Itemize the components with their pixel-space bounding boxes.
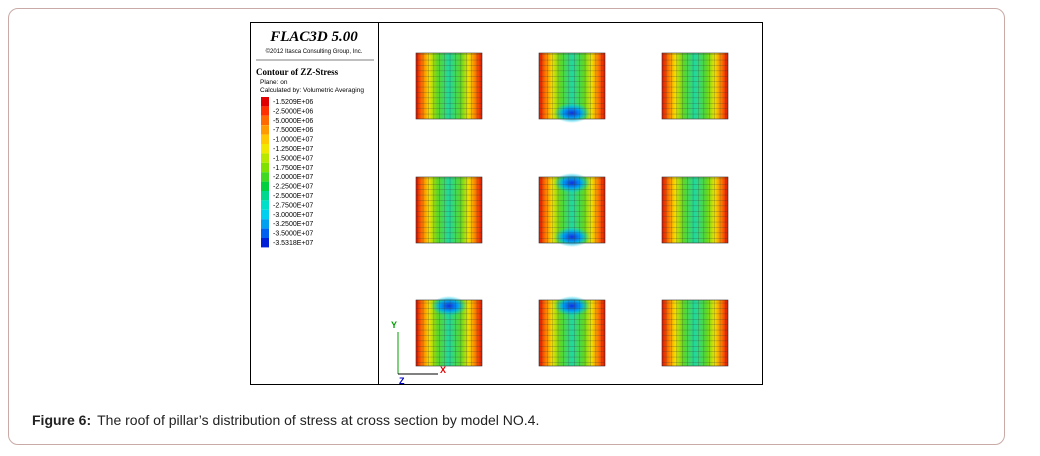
pillar-mesh <box>538 299 606 367</box>
legend-value: -2.0000E+07 <box>273 174 313 181</box>
legend-value: -5.0000E+06 <box>273 118 313 125</box>
legend-value: -2.7500E+07 <box>273 202 313 209</box>
legend-swatch <box>261 125 269 135</box>
legend-value: -2.5000E+07 <box>273 193 313 200</box>
legend-swatch <box>261 172 269 182</box>
pillar-mesh <box>538 176 606 244</box>
pillar <box>415 52 483 120</box>
legend-value: -7.5000E+06 <box>273 127 313 134</box>
pillar-mesh <box>661 52 729 120</box>
legend-swatch <box>261 162 269 173</box>
caption-label: Figure 6: <box>32 412 92 428</box>
legend-swatch <box>261 153 269 163</box>
axis-y-label: Y <box>391 320 397 330</box>
pillar <box>661 176 729 244</box>
legend-swatch <box>261 106 269 116</box>
legend-value: -3.5000E+07 <box>273 231 313 238</box>
legend-swatch <box>261 115 269 126</box>
legend-value: -1.5209E+06 <box>273 99 313 106</box>
pillar <box>538 173 606 247</box>
pillar-mesh <box>415 176 483 244</box>
legend-swatch <box>261 181 269 191</box>
pillar <box>415 296 483 367</box>
software-title: FLAC3D 5.00 <box>269 29 358 45</box>
pillar <box>661 299 729 367</box>
legend-swatch <box>261 228 269 238</box>
legend-value: -1.0000E+07 <box>273 137 313 144</box>
pillar <box>538 52 606 123</box>
legend-value: -3.0000E+07 <box>273 212 313 219</box>
legend-value: -1.7500E+07 <box>273 165 313 172</box>
pillar-mesh <box>661 299 729 367</box>
pillar-mesh <box>415 52 483 120</box>
legend-value: -2.5000E+06 <box>273 108 313 115</box>
legend-swatch <box>261 219 269 229</box>
legend-title: Contour of ZZ-Stress <box>256 67 339 77</box>
legend-value: -1.5000E+07 <box>273 155 313 162</box>
pillar <box>415 176 483 244</box>
pillar-mesh <box>538 52 606 120</box>
axis-x-label: X <box>440 365 446 375</box>
caption-text: The roof of pillar’s distribution of str… <box>97 412 540 428</box>
figure-image: FLAC3D 5.00 ©2012 Itasca Consulting Grou… <box>250 22 763 386</box>
legend-swatch <box>261 134 269 144</box>
pillar-mesh <box>661 176 729 244</box>
pillar <box>661 52 729 120</box>
legend-method: Calculated by: Volumetric Averaging <box>260 87 364 94</box>
legend-value: -3.5318E+07 <box>273 240 313 247</box>
pillar-mesh <box>415 299 483 367</box>
legend-value: -3.2500E+07 <box>273 221 313 228</box>
legend-value: -2.2500E+07 <box>273 184 313 191</box>
pillar <box>538 296 606 367</box>
axis-z-label: Z <box>399 376 405 386</box>
legend-value: -1.2500E+07 <box>273 146 313 153</box>
legend-swatch <box>261 191 269 201</box>
figure-box <box>8 8 1005 445</box>
legend-swatch <box>261 97 269 107</box>
caption: Figure 6: The roof of pillar’s distributi… <box>32 412 539 428</box>
legend-swatch <box>261 209 269 220</box>
legend-swatch <box>261 144 269 154</box>
copyright: ©2012 Itasca Consulting Group, Inc. <box>266 48 363 55</box>
legend-swatch <box>261 238 269 248</box>
legend-swatch <box>261 200 269 210</box>
legend-plane: Plane: on <box>260 79 288 86</box>
